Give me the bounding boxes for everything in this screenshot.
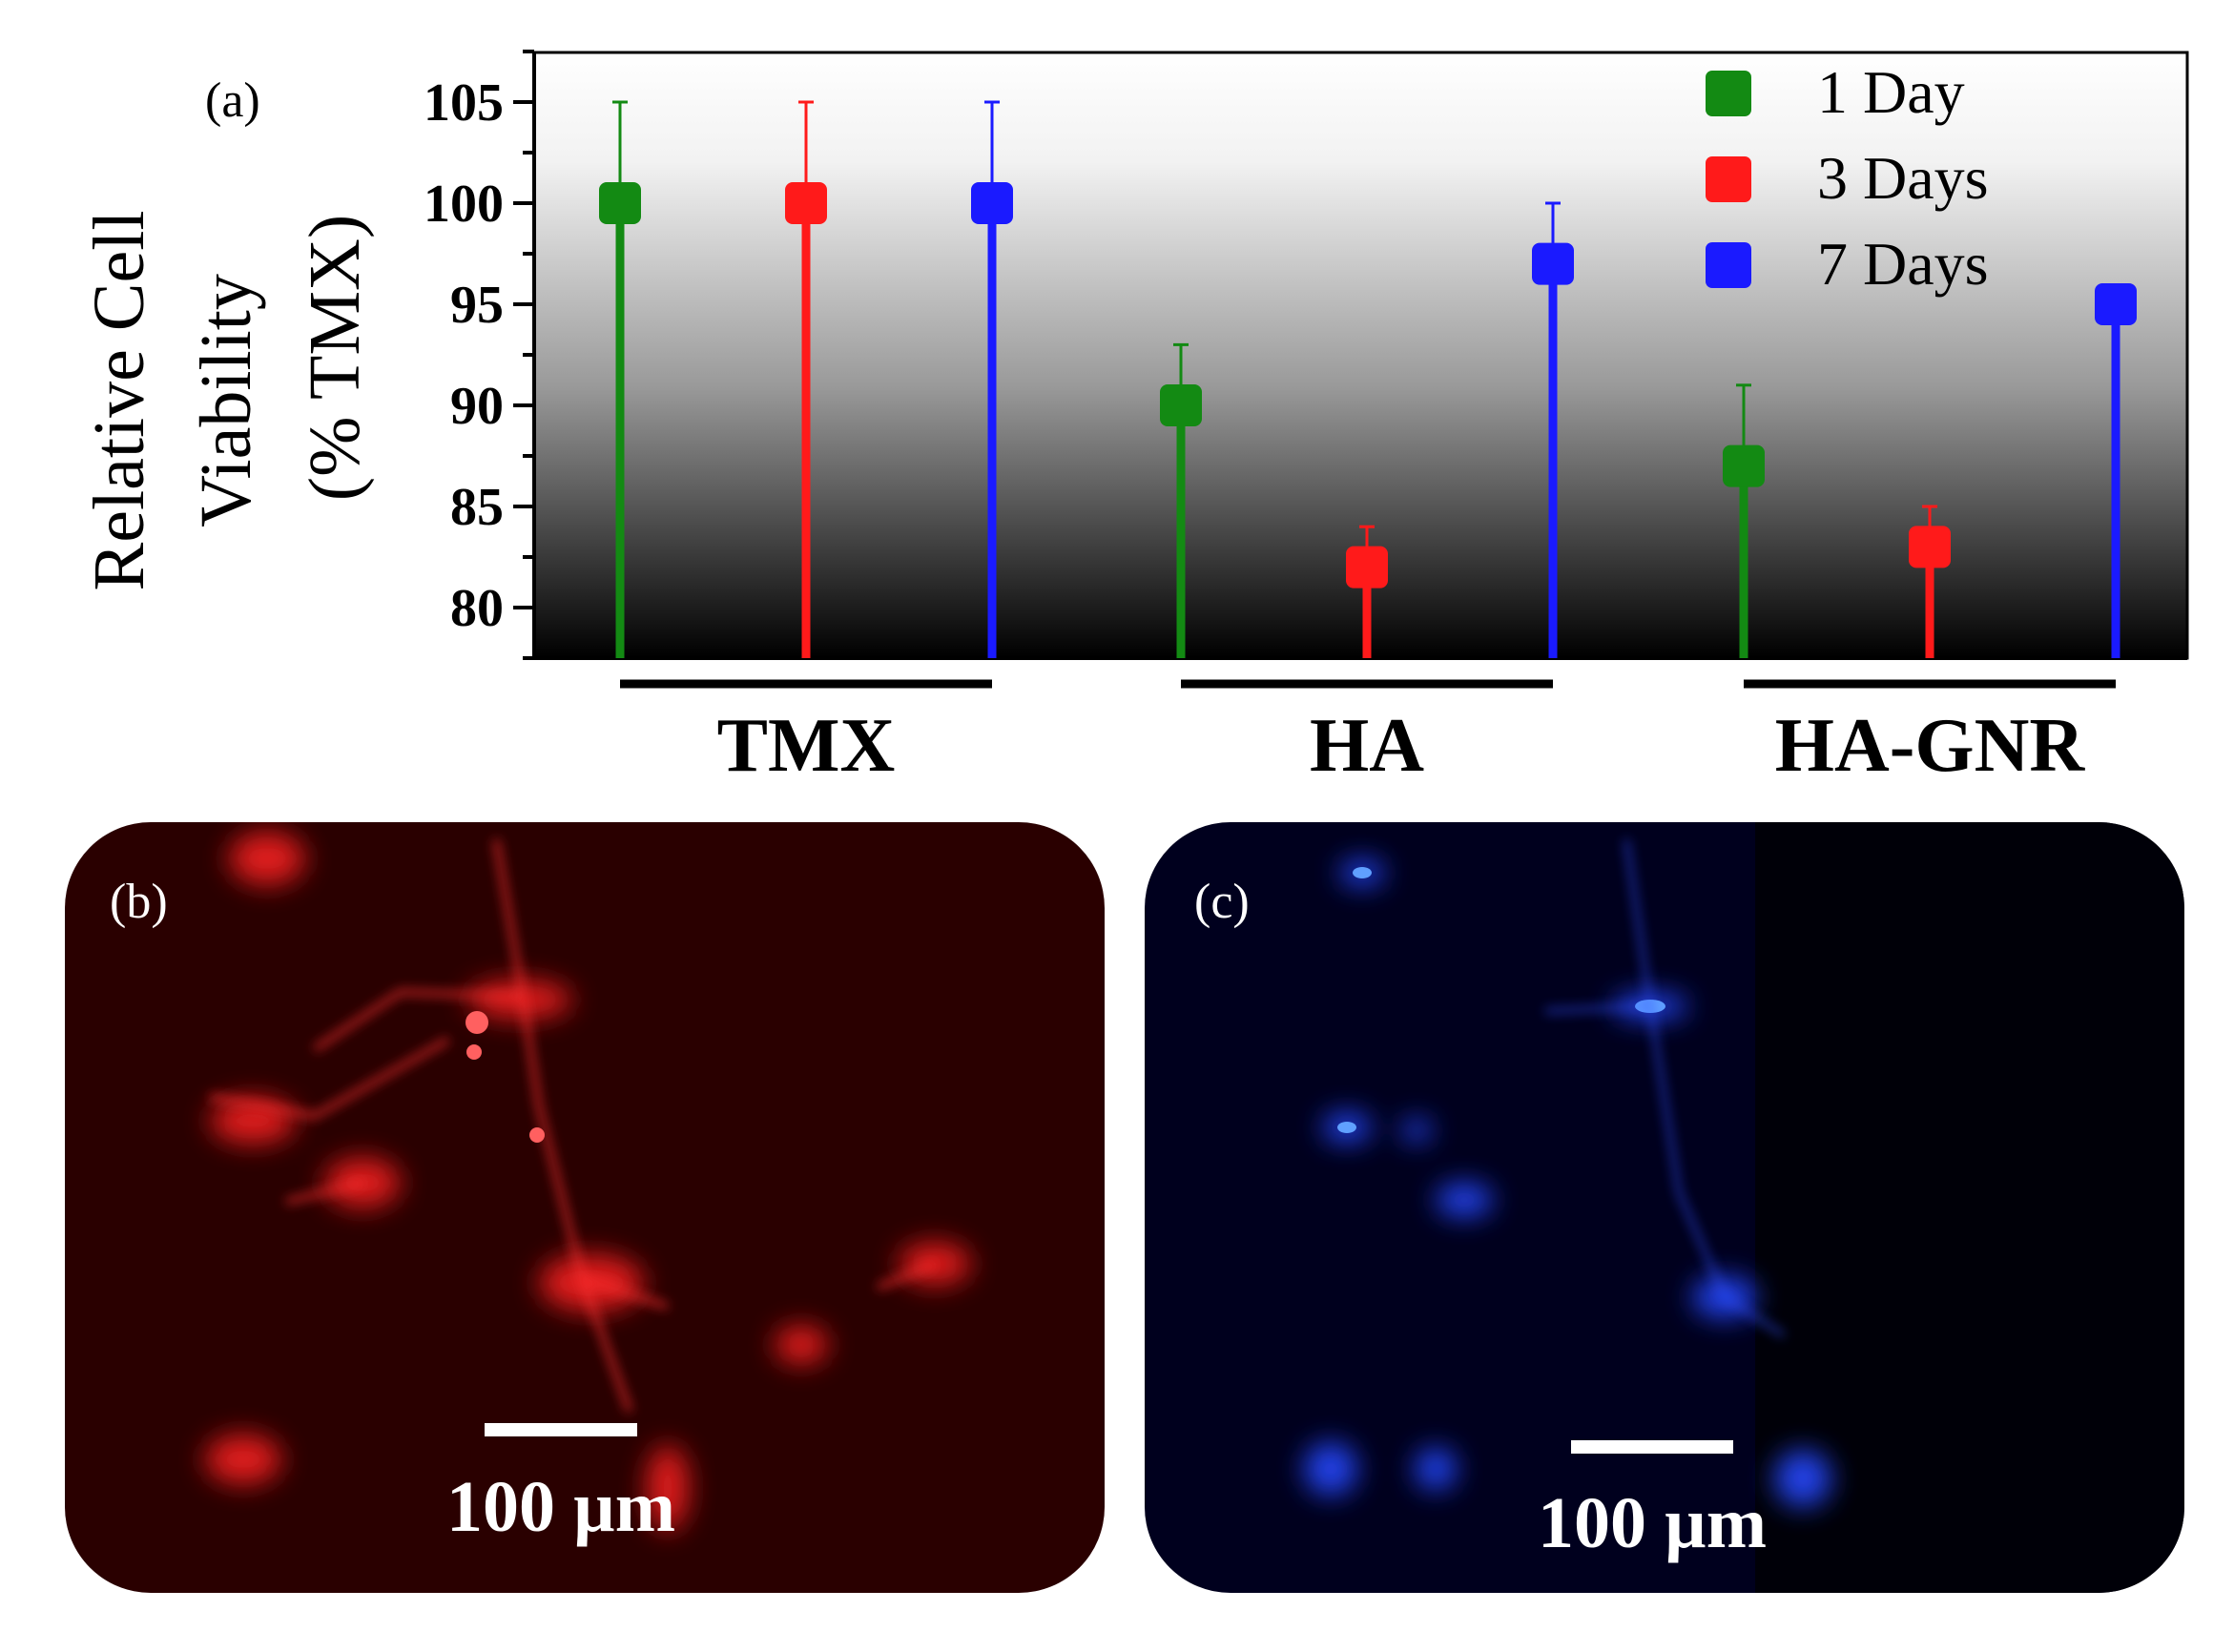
data-point — [785, 182, 827, 224]
data-point — [1160, 384, 1202, 426]
y-tick-label: 100 — [424, 175, 504, 234]
data-stems — [615, 203, 2120, 658]
data-point — [1346, 546, 1388, 589]
data-point — [2095, 283, 2137, 325]
y-axis-title-line-3: (% TMX) — [295, 215, 375, 501]
y-axis-tick-labels: 80 85 90 95 100 105 — [424, 73, 504, 638]
legend-swatch — [1706, 156, 1751, 202]
data-markers — [599, 182, 2137, 589]
y-tick-label: 90 — [450, 377, 504, 436]
scale-bar-blue — [1571, 1440, 1733, 1454]
y-axis-title-line-1: Relative Cell — [79, 211, 159, 591]
legend-label: 1 Day — [1817, 58, 1965, 126]
y-axis-ticks — [513, 50, 534, 660]
data-point — [599, 182, 641, 224]
micrograph-red-background — [65, 822, 1105, 1593]
group-label: HA — [1310, 704, 1424, 788]
y-tick-label: 85 — [450, 478, 504, 537]
group-label: HA-GNR — [1775, 704, 2086, 788]
scale-bar-red — [485, 1423, 637, 1436]
red-cells — [205, 832, 971, 1531]
panel-label-b: (b) — [110, 875, 168, 929]
data-point — [1723, 444, 1765, 487]
scale-label-blue: 100 µm — [1538, 1483, 1767, 1563]
data-point — [971, 182, 1013, 224]
data-point — [1909, 526, 1951, 568]
blue-cells — [1304, 822, 2184, 1593]
legend-label: 3 Days — [1817, 144, 1989, 212]
group-label: TMX — [717, 704, 896, 788]
micrograph-red: (b) 100 µm — [65, 822, 1105, 1593]
micrograph-blue: (c) 100 µm — [1145, 822, 2184, 1593]
y-tick-label: 80 — [450, 579, 504, 638]
legend: 1 Day 3 Days 7 Days — [1706, 58, 1989, 298]
panel-label-c: (c) — [1194, 875, 1250, 929]
legend-swatch — [1706, 242, 1751, 288]
y-axis-title-line-2: Viability — [186, 274, 266, 527]
scale-label-red: 100 µm — [446, 1467, 675, 1547]
y-tick-label: 95 — [450, 276, 504, 335]
legend-label: 7 Days — [1817, 230, 1989, 298]
legend-swatch — [1706, 71, 1751, 116]
y-tick-label: 105 — [424, 73, 504, 133]
viability-chart: 80 85 90 95 100 105 TMX HA HA-GNR 1 Day 3 Days 7 … — [79, 50, 2189, 788]
panel-label-a: (a) — [205, 73, 260, 128]
y-axis-title: Relative Cell Viability (% TMX) — [79, 211, 375, 591]
data-point — [1532, 242, 1574, 285]
group-labels: TMX HA HA-GNR — [717, 704, 2086, 788]
